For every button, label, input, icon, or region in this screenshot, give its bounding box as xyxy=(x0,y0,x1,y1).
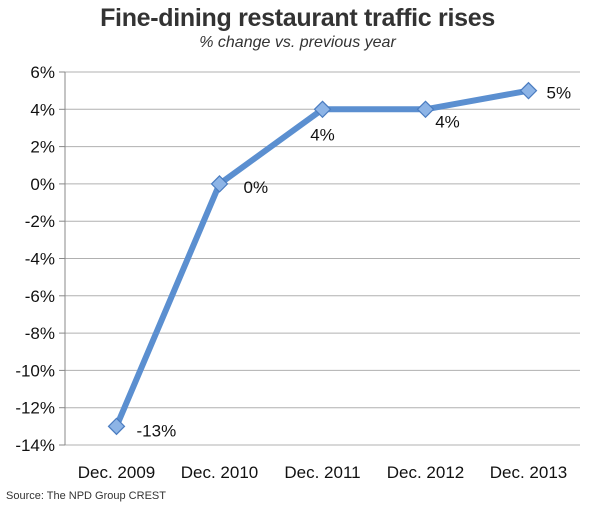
data-label: -13% xyxy=(137,421,177,440)
y-tick-label: -12% xyxy=(15,399,55,418)
x-tick-label: Dec. 2012 xyxy=(387,463,465,482)
y-tick-label: 2% xyxy=(30,138,55,157)
gridlines xyxy=(64,71,580,446)
data-point-marker xyxy=(313,100,332,119)
data-point-marker xyxy=(210,175,229,193)
y-axis-ticks: 6% 4% 2% 0% -2% -4% -6% -8% -10% -12% -14% xyxy=(15,63,65,455)
x-axis-ticks: Dec. 2009 Dec. 2010 Dec. 2011 Dec. 2012 Dec.… xyxy=(78,463,568,482)
y-tick-label: -2% xyxy=(25,212,55,231)
y-tick-label: 0% xyxy=(30,175,55,194)
source-note: Source: The NPD Group CREST xyxy=(6,490,166,502)
x-tick-label: Dec. 2013 xyxy=(490,463,568,482)
x-tick-label: Dec. 2009 xyxy=(78,463,156,482)
y-tick-label: -4% xyxy=(25,250,55,269)
series-traffic xyxy=(107,81,538,436)
data-point-marker xyxy=(107,417,126,436)
y-tick-label: -14% xyxy=(15,436,55,455)
data-label: 4% xyxy=(310,125,335,144)
data-point-marker xyxy=(519,81,538,100)
data-labels: -13% 0% 4% 4% 5% xyxy=(137,84,572,441)
y-tick-label: 4% xyxy=(30,100,55,119)
y-tick-label: -10% xyxy=(15,361,55,380)
y-tick-label: -8% xyxy=(25,324,55,343)
x-tick-label: Dec. 2010 xyxy=(181,463,259,482)
data-label: 5% xyxy=(547,84,572,103)
y-tick-label: 6% xyxy=(30,63,55,82)
chart-subtitle: % change vs. previous year xyxy=(199,34,396,51)
x-tick-label: Dec. 2011 xyxy=(284,463,360,482)
data-label: 4% xyxy=(435,112,460,131)
chart-title: Fine-dining restaurant traffic rises xyxy=(100,4,495,32)
y-tick-label: -6% xyxy=(25,287,55,306)
data-point-marker xyxy=(416,100,435,119)
data-label: 0% xyxy=(244,178,269,197)
